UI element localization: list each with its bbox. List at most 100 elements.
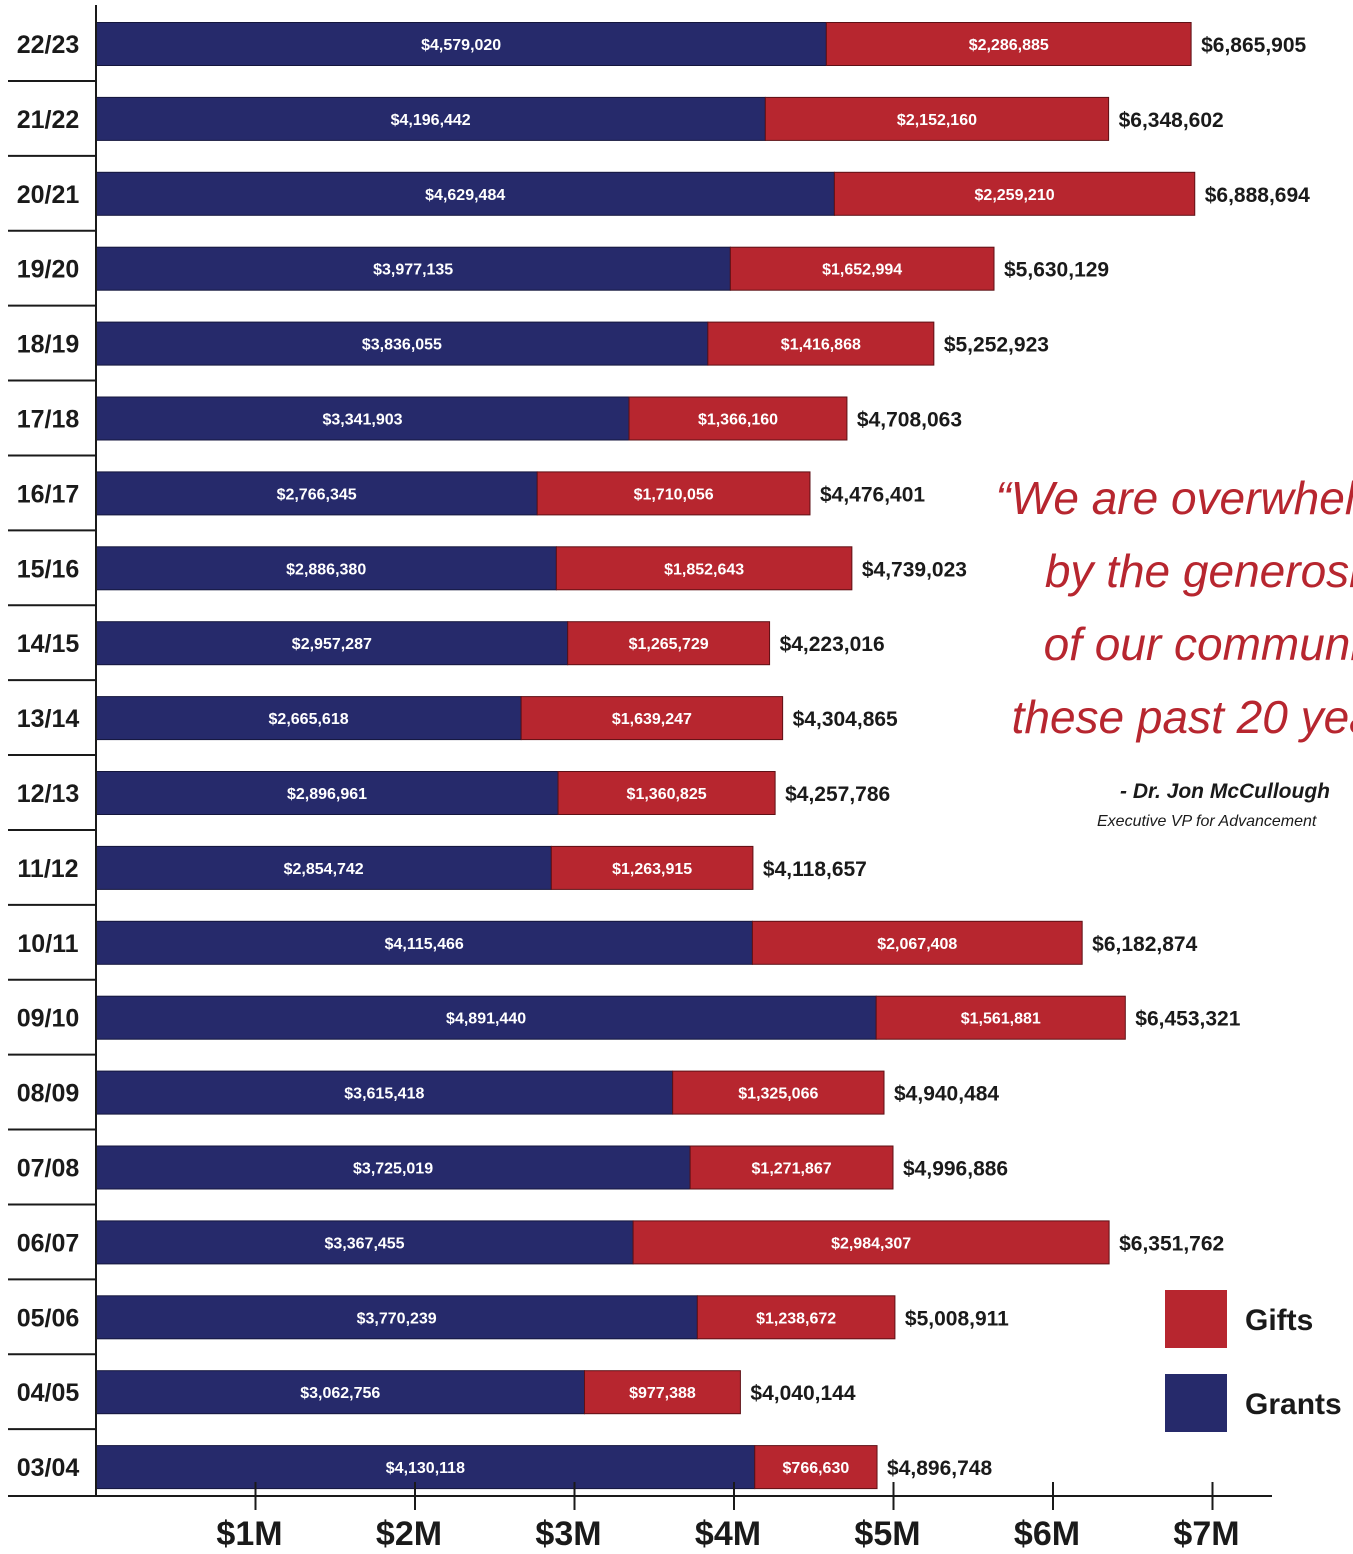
quote-author: - Dr. Jon McCullough [1120, 780, 1330, 803]
data-label-grants: $4,115,466 [385, 936, 464, 953]
bar-gifts [550, 845, 754, 890]
bar-grants [95, 995, 877, 1040]
data-label-grants: $2,665,618 [269, 711, 349, 728]
data-label-grants: $4,196,442 [391, 112, 471, 129]
data-label-total: $6,348,602 [1119, 109, 1224, 132]
data-label-gifts: $1,652,994 [822, 262, 902, 279]
bar-gifts [536, 471, 811, 516]
data-label-gifts: $1,710,056 [634, 486, 714, 503]
data-label-gifts: $1,360,825 [627, 786, 707, 803]
legend-item-gifts: Gifts [1165, 1290, 1353, 1348]
y-tick-label: 19/20 [17, 256, 80, 284]
legend-swatch-grants [1165, 1374, 1227, 1432]
data-label-total: $4,257,786 [785, 783, 890, 806]
y-tick-label: 06/07 [17, 1229, 80, 1257]
bar-gifts [584, 1370, 741, 1415]
data-label-gifts: $977,388 [629, 1385, 696, 1402]
x-tick-label: $6M [1014, 1515, 1080, 1553]
bar-gifts [875, 995, 1126, 1040]
y-tick-label: 10/11 [17, 930, 78, 958]
x-tick-label: $3M [535, 1515, 601, 1553]
y-tick-label: 12/13 [17, 780, 80, 808]
data-label-total: $5,630,129 [1004, 259, 1109, 282]
bar-gifts [628, 396, 848, 441]
quote-text: “We are overwhelmed by the generosity of… [960, 462, 1353, 754]
y-tick-label: 09/10 [17, 1005, 80, 1033]
data-label-grants: $3,977,135 [373, 262, 453, 279]
data-label-grants: $3,836,055 [362, 337, 442, 354]
x-tick-label: $4M [695, 1515, 761, 1553]
data-label-grants: $2,957,287 [292, 636, 372, 653]
data-label-total: $6,865,905 [1201, 34, 1306, 57]
data-label-total: $6,888,694 [1205, 184, 1310, 207]
quote-line: “We are overwhelmed [995, 472, 1353, 524]
y-tick-label: 05/06 [17, 1304, 80, 1332]
data-label-grants: $2,854,742 [284, 861, 364, 878]
quote-line: by the generosity [1044, 545, 1353, 597]
data-label-total: $4,223,016 [780, 633, 885, 656]
y-tick-label: 15/16 [17, 555, 80, 583]
bar-gifts [632, 1220, 1110, 1265]
legend-label-gifts: Gifts [1245, 1304, 1314, 1337]
bar-gifts [520, 696, 784, 741]
data-label-gifts: $1,639,247 [612, 711, 692, 728]
data-label-total: $6,182,874 [1092, 933, 1197, 956]
bar-gifts [555, 546, 853, 591]
data-label-grants: $2,886,380 [286, 561, 366, 578]
x-tick-label: $5M [854, 1515, 920, 1553]
data-label-gifts: $2,067,408 [877, 936, 957, 953]
y-tick-label: 16/17 [17, 480, 80, 508]
bar-grants [95, 920, 753, 965]
y-tick-label: 17/18 [17, 406, 80, 434]
bar-gifts [825, 22, 1192, 66]
bar-grants [95, 246, 731, 291]
quote-block: “We are overwhelmed by the generosity of… [960, 462, 1353, 822]
bar-grants [95, 771, 559, 815]
data-label-gifts: $1,265,729 [629, 636, 709, 653]
data-label-grants: $3,062,756 [300, 1385, 380, 1402]
quote-author-role: Executive VP for Advancement [1097, 813, 1317, 830]
bar-grants [95, 171, 835, 216]
data-label-total: $4,476,401 [820, 483, 925, 506]
x-tick-label: $1M [216, 1515, 282, 1553]
data-label-total: $4,996,886 [903, 1158, 1008, 1181]
y-tick-label: 14/15 [17, 630, 80, 658]
y-tick-label: 08/09 [17, 1080, 80, 1108]
data-label-gifts: $2,152,160 [897, 112, 977, 129]
y-tick-label: 13/14 [17, 705, 80, 733]
bar-grants [95, 1295, 698, 1340]
bar-gifts [707, 321, 935, 366]
bar-grants [95, 845, 552, 890]
data-label-total: $4,304,865 [793, 708, 898, 731]
x-tick-label: $7M [1173, 1515, 1239, 1553]
data-label-gifts: $1,366,160 [698, 412, 778, 429]
x-tick-label: $2M [376, 1515, 442, 1553]
legend-label-grants: Grants [1245, 1388, 1342, 1421]
y-tick-label: 04/05 [17, 1379, 80, 1407]
data-label-gifts: $1,263,915 [612, 861, 692, 878]
data-label-total: $6,453,321 [1135, 1008, 1240, 1031]
data-label-total: $4,739,023 [862, 558, 967, 581]
data-label-gifts: $1,852,643 [664, 561, 744, 578]
legend-item-grants: Grants [1165, 1374, 1353, 1432]
bar-gifts [696, 1295, 896, 1340]
data-label-total: $4,040,144 [750, 1382, 855, 1405]
data-label-total: $4,118,657 [763, 858, 867, 881]
y-tick-label: 21/22 [17, 106, 80, 134]
bar-gifts [729, 246, 995, 291]
legend-swatch-gifts [1165, 1290, 1227, 1348]
data-label-grants: $3,725,019 [353, 1161, 433, 1178]
data-label-total: $4,708,063 [857, 409, 962, 432]
quote-line: of our community [1043, 618, 1353, 670]
data-label-gifts: $1,416,868 [781, 337, 861, 354]
bar-gifts [754, 1445, 878, 1490]
bar-grants [95, 1445, 756, 1490]
data-label-grants: $3,341,903 [322, 412, 402, 429]
data-label-grants: $3,770,239 [357, 1310, 437, 1327]
data-label-grants: $4,130,118 [386, 1460, 465, 1477]
bar-gifts [833, 171, 1196, 216]
quote-line: these past 20 years” [1011, 691, 1353, 743]
bar-grants [95, 96, 766, 141]
bar-grants [95, 1145, 691, 1190]
